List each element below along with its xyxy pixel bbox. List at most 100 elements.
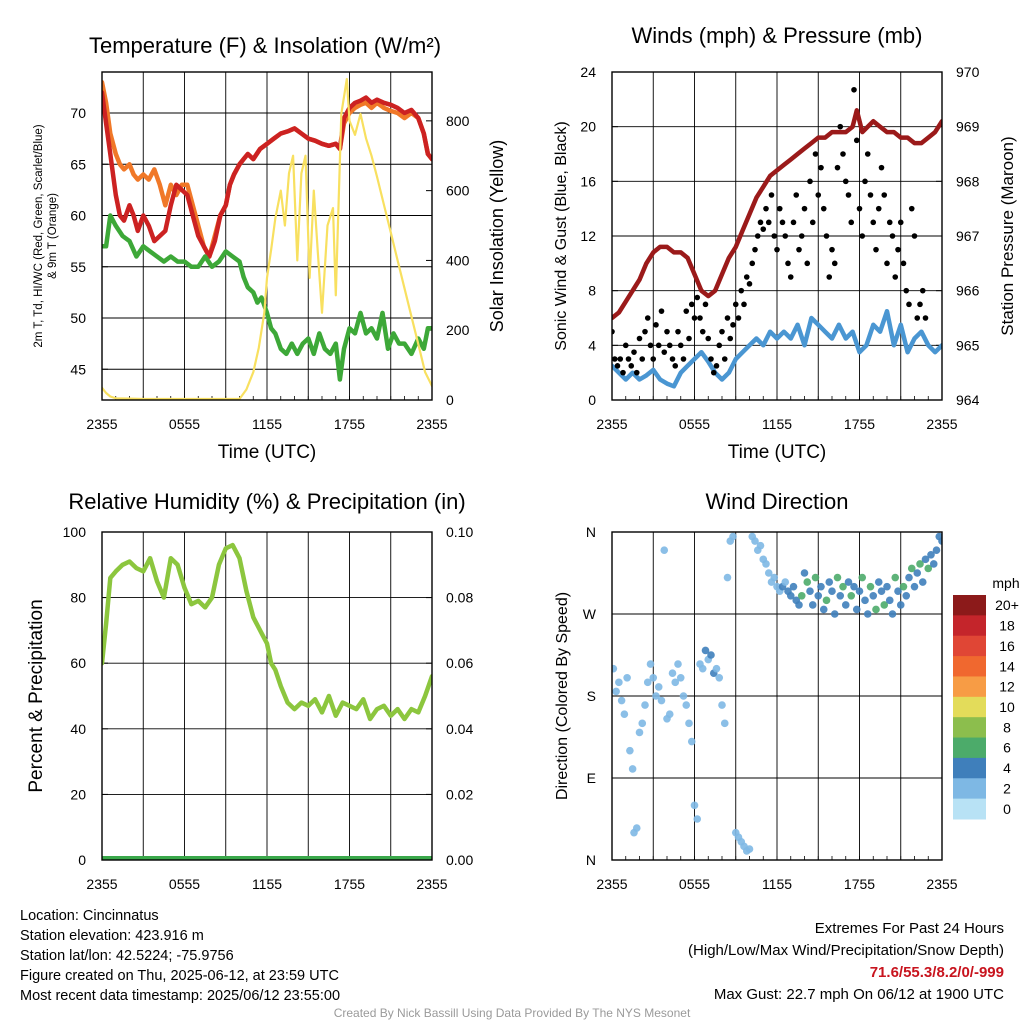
- station-info: Location: Cincinnatus Station elevation:…: [20, 906, 340, 1006]
- gust-point: [848, 219, 855, 226]
- gust-point: [691, 315, 698, 321]
- x-tick-label: 2355: [926, 416, 957, 432]
- direction-point: [896, 601, 905, 609]
- y-tick-label: W: [583, 606, 597, 622]
- y-right-tick-label: 0.04: [446, 721, 473, 737]
- gust-point: [889, 233, 896, 239]
- colorbar-label: 20+: [995, 597, 1019, 613]
- latlon-text: Station lat/lon: 42.5224; -75.9756: [20, 948, 234, 964]
- direction-point: [646, 660, 655, 668]
- humidity-precipitation-panel: 0 20 40 60 80 100 0.00 0.02 0.04 0.06 0.08 0.10 2355…: [26, 489, 473, 892]
- y-tick-label: 55: [70, 259, 86, 275]
- colorbar-label: 8: [1003, 719, 1011, 735]
- x-tick-label: 1155: [252, 416, 282, 432]
- gust-point: [818, 164, 824, 171]
- x-tick-label: 2355: [926, 876, 957, 892]
- direction-point: [811, 573, 820, 582]
- gust-point: [705, 335, 712, 342]
- gust-point: [699, 328, 706, 335]
- direction-point: [674, 660, 682, 668]
- y-tick-label: S: [587, 688, 596, 704]
- direction-point: [756, 541, 765, 550]
- gust-point: [897, 219, 904, 226]
- gust-point: [864, 151, 871, 157]
- colorbar-label: 16: [999, 638, 1015, 654]
- direction-point: [861, 596, 869, 605]
- direction-point: [729, 532, 737, 541]
- direction-point: [668, 669, 677, 678]
- gust-point: [812, 151, 819, 157]
- direction-point: [918, 578, 927, 586]
- direction-point: [701, 646, 710, 655]
- gust-point: [895, 246, 901, 253]
- colorbar-title: mph: [992, 575, 1019, 591]
- gust-point: [669, 356, 676, 362]
- y-tick-label: 80: [70, 590, 86, 606]
- direction-point: [751, 537, 759, 545]
- y-tick-label: 20: [580, 119, 596, 135]
- direction-point: [687, 737, 696, 746]
- gust-point: [719, 328, 725, 335]
- gust-point: [936, 0, 942, 3]
- direction-point: [676, 673, 685, 682]
- plot-border: [611, 71, 943, 401]
- y-tick-label: 0: [588, 392, 596, 408]
- direction-point: [797, 591, 806, 600]
- y-right-tick-label: 970: [956, 64, 980, 80]
- gust-point: [908, 205, 915, 212]
- gust-point: [666, 342, 673, 349]
- gust-point: [655, 342, 662, 349]
- direction-point: [938, 537, 942, 545]
- plot-area: [102, 542, 432, 860]
- speed-colorbar: mph 20+ 18 16 14 12 10 8 6 4 2 0: [953, 575, 1020, 820]
- gust-point: [760, 226, 767, 232]
- extremes-title: Extremes For Past 24 Hours: [814, 920, 1004, 937]
- gust-point: [727, 335, 734, 342]
- direction-point: [927, 550, 935, 559]
- gust-point: [801, 205, 808, 212]
- colorbar-swatch: [953, 757, 986, 779]
- gust-point: [804, 260, 811, 267]
- gust-point: [614, 363, 621, 369]
- gust-point: [658, 308, 665, 314]
- direction-point: [814, 591, 823, 600]
- direction-point: [615, 678, 623, 687]
- gust-point: [796, 246, 802, 253]
- gust-point: [881, 192, 888, 198]
- recent-data-text: Most recent data timestamp: 2025/06/12 2…: [20, 988, 341, 1004]
- gust-point: [620, 369, 626, 376]
- direction-point: [808, 601, 817, 609]
- direction-point: [850, 582, 858, 591]
- direction-point: [679, 692, 688, 700]
- gust-point: [612, 356, 618, 362]
- y-axis-label: Direction (Colored By Speed): [554, 592, 571, 800]
- direction-point: [863, 610, 872, 618]
- credit-text: Created By Nick Bassill Using Data Provi…: [333, 1006, 691, 1020]
- direction-point: [690, 801, 699, 810]
- x-tick-label: 0555: [679, 416, 710, 432]
- direction-point: [612, 664, 618, 673]
- x-tick-label: 0555: [169, 876, 200, 892]
- gust-point: [768, 192, 775, 198]
- gust-point: [724, 315, 731, 321]
- gust-point: [650, 356, 657, 362]
- y-right-axis-label: Solar Insolation (Yellow): [487, 140, 507, 332]
- direction-point: [855, 587, 864, 596]
- gust-point: [892, 274, 899, 280]
- direction-point: [638, 719, 647, 728]
- direction-point: [803, 578, 812, 586]
- gust-point: [820, 205, 827, 212]
- direction-point: [764, 569, 773, 577]
- y-right-tick-label: 968: [956, 173, 980, 189]
- direction-point: [723, 573, 732, 582]
- gust-point: [870, 219, 877, 226]
- direction-point: [907, 564, 916, 573]
- x-tick-label: 1755: [844, 876, 875, 892]
- direction-point: [841, 601, 850, 609]
- y-axis-label: Sonic Wind & Gust (Blue, Black): [553, 121, 570, 350]
- gust-point: [633, 369, 640, 376]
- y-tick-label: 100: [63, 524, 87, 540]
- direction-point: [770, 573, 779, 582]
- gust-point: [834, 164, 841, 171]
- direction-point: [828, 587, 836, 596]
